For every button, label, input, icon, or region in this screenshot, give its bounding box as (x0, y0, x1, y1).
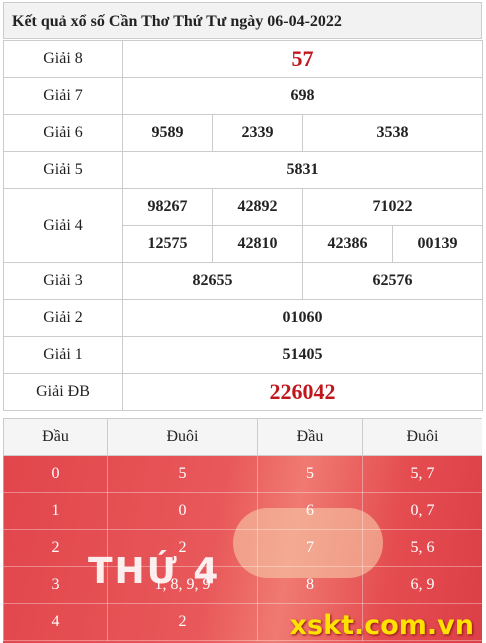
site-watermark: xskt.com.vn (289, 610, 474, 641)
prize-number: 42386 (302, 225, 393, 263)
loto-cell: 0, 7 (362, 492, 482, 530)
prize-number: 71022 (302, 188, 483, 226)
loto-cell: 0 (107, 492, 258, 530)
prize-number: 2339 (212, 114, 303, 152)
loto-cell: 4 (3, 603, 108, 641)
prize-row: Giải 5 5831 (3, 151, 483, 189)
prize-name: Giải 8 (3, 40, 123, 78)
loto-cell (362, 603, 482, 641)
loto-cell: 6 (257, 492, 363, 530)
prize-number: 82655 (122, 262, 303, 300)
prize-number: 51405 (122, 336, 483, 374)
prize-name: Giải 7 (3, 77, 123, 115)
prize-number: 698 (122, 77, 483, 115)
day-banner: THỨ 4 (88, 551, 221, 592)
prize-row: Giải 6 9589 2339 3538 (3, 114, 483, 152)
prize-row: Giải 3 82655 62576 (3, 262, 483, 300)
prize-row: Giải 8 57 (3, 40, 483, 78)
prize-number: 01060 (122, 299, 483, 337)
prize-row: Giải 2 01060 (3, 299, 483, 337)
loto-cell: 0 (3, 455, 108, 493)
loto-row: 3 1, 8, 9, 9 8 6, 9 (3, 566, 482, 604)
loto-header: Đầu (257, 418, 363, 456)
prize-name: Giải 1 (3, 336, 123, 374)
prize-row: Giải 4 98267 42892 71022 (3, 188, 483, 263)
loto-header: Đuôi (362, 418, 482, 456)
loto-cell: 1 (3, 492, 108, 530)
loto-cell: 7 (257, 529, 363, 567)
loto-panel: Đầu Đuôi Đầu Đuôi 0 5 5 5, 7 1 0 6 0, 7 2 2 7 5, 6 3 1, 8… (3, 418, 482, 643)
loto-cell: 2 (107, 603, 258, 641)
loto-header: Đầu (3, 418, 108, 456)
loto-header: Đuôi (107, 418, 258, 456)
prize-number: 98267 (122, 188, 213, 226)
loto-cell: 5 (107, 455, 258, 493)
prize-number: 5831 (122, 151, 483, 189)
prize-number: 3538 (302, 114, 483, 152)
prize-row: Giải ĐB 226042 (3, 373, 483, 411)
loto-row: 2 2 7 5, 6 (3, 529, 482, 567)
prize-number: 226042 (122, 373, 483, 411)
loto-row: 0 5 5 5, 7 (3, 455, 482, 493)
loto-cell: 8 (257, 566, 363, 604)
prize-number: 00139 (392, 225, 483, 263)
prize-row: Giải 7 698 (3, 77, 483, 115)
prize-name: Giải 5 (3, 151, 123, 189)
prize-number: 62576 (302, 262, 483, 300)
loto-cell: 2 (3, 529, 108, 567)
prize-number: 57 (122, 40, 483, 78)
prize-name: Giải 4 (3, 188, 123, 263)
loto-table: Đầu Đuôi Đầu Đuôi 0 5 5 5, 7 1 0 6 0, 7 2 2 7 5, 6 3 1, 8… (3, 418, 482, 641)
loto-cell: 5, 6 (362, 529, 482, 567)
loto-cell: 5, 7 (362, 455, 482, 493)
prize-body: Giải 8 57 Giải 7 698 Giải 6 9589 2339 3538 Giải … (3, 40, 483, 411)
prize-number: 12575 (122, 225, 213, 263)
title: Kết quả xổ số Cần Thơ Thứ Tư ngày 06-04-… (3, 2, 482, 39)
prize-row: Giải 1 51405 (3, 336, 483, 374)
loto-cell: 5 (257, 455, 363, 493)
prize-row: 12575 42810 42386 00139 (4, 225, 483, 263)
loto-cell: 1, 8, 9, 9 (107, 566, 258, 604)
prize-number: 9589 (122, 114, 213, 152)
loto-header-row: Đầu Đuôi Đầu Đuôi (3, 418, 482, 456)
prize-name: Giải ĐB (3, 373, 123, 411)
loto-row: 1 0 6 0, 7 (3, 492, 482, 530)
loto-cell: 6, 9 (362, 566, 482, 604)
prize-name: Giải 3 (3, 262, 123, 300)
prize-table: Giải 8 57 Giải 7 698 Giải 6 9589 2339 3538 Giải … (3, 40, 483, 411)
prize-number: 42892 (212, 188, 303, 226)
prize-name: Giải 6 (3, 114, 123, 152)
loto-cell: 3 (3, 566, 108, 604)
loto-cell (257, 603, 363, 641)
loto-body: Đầu Đuôi Đầu Đuôi 0 5 5 5, 7 1 0 6 0, 7 2 2 7 5, 6 3 1, 8… (3, 418, 482, 641)
prize-name: Giải 2 (3, 299, 123, 337)
prize-number: 42810 (212, 225, 303, 263)
